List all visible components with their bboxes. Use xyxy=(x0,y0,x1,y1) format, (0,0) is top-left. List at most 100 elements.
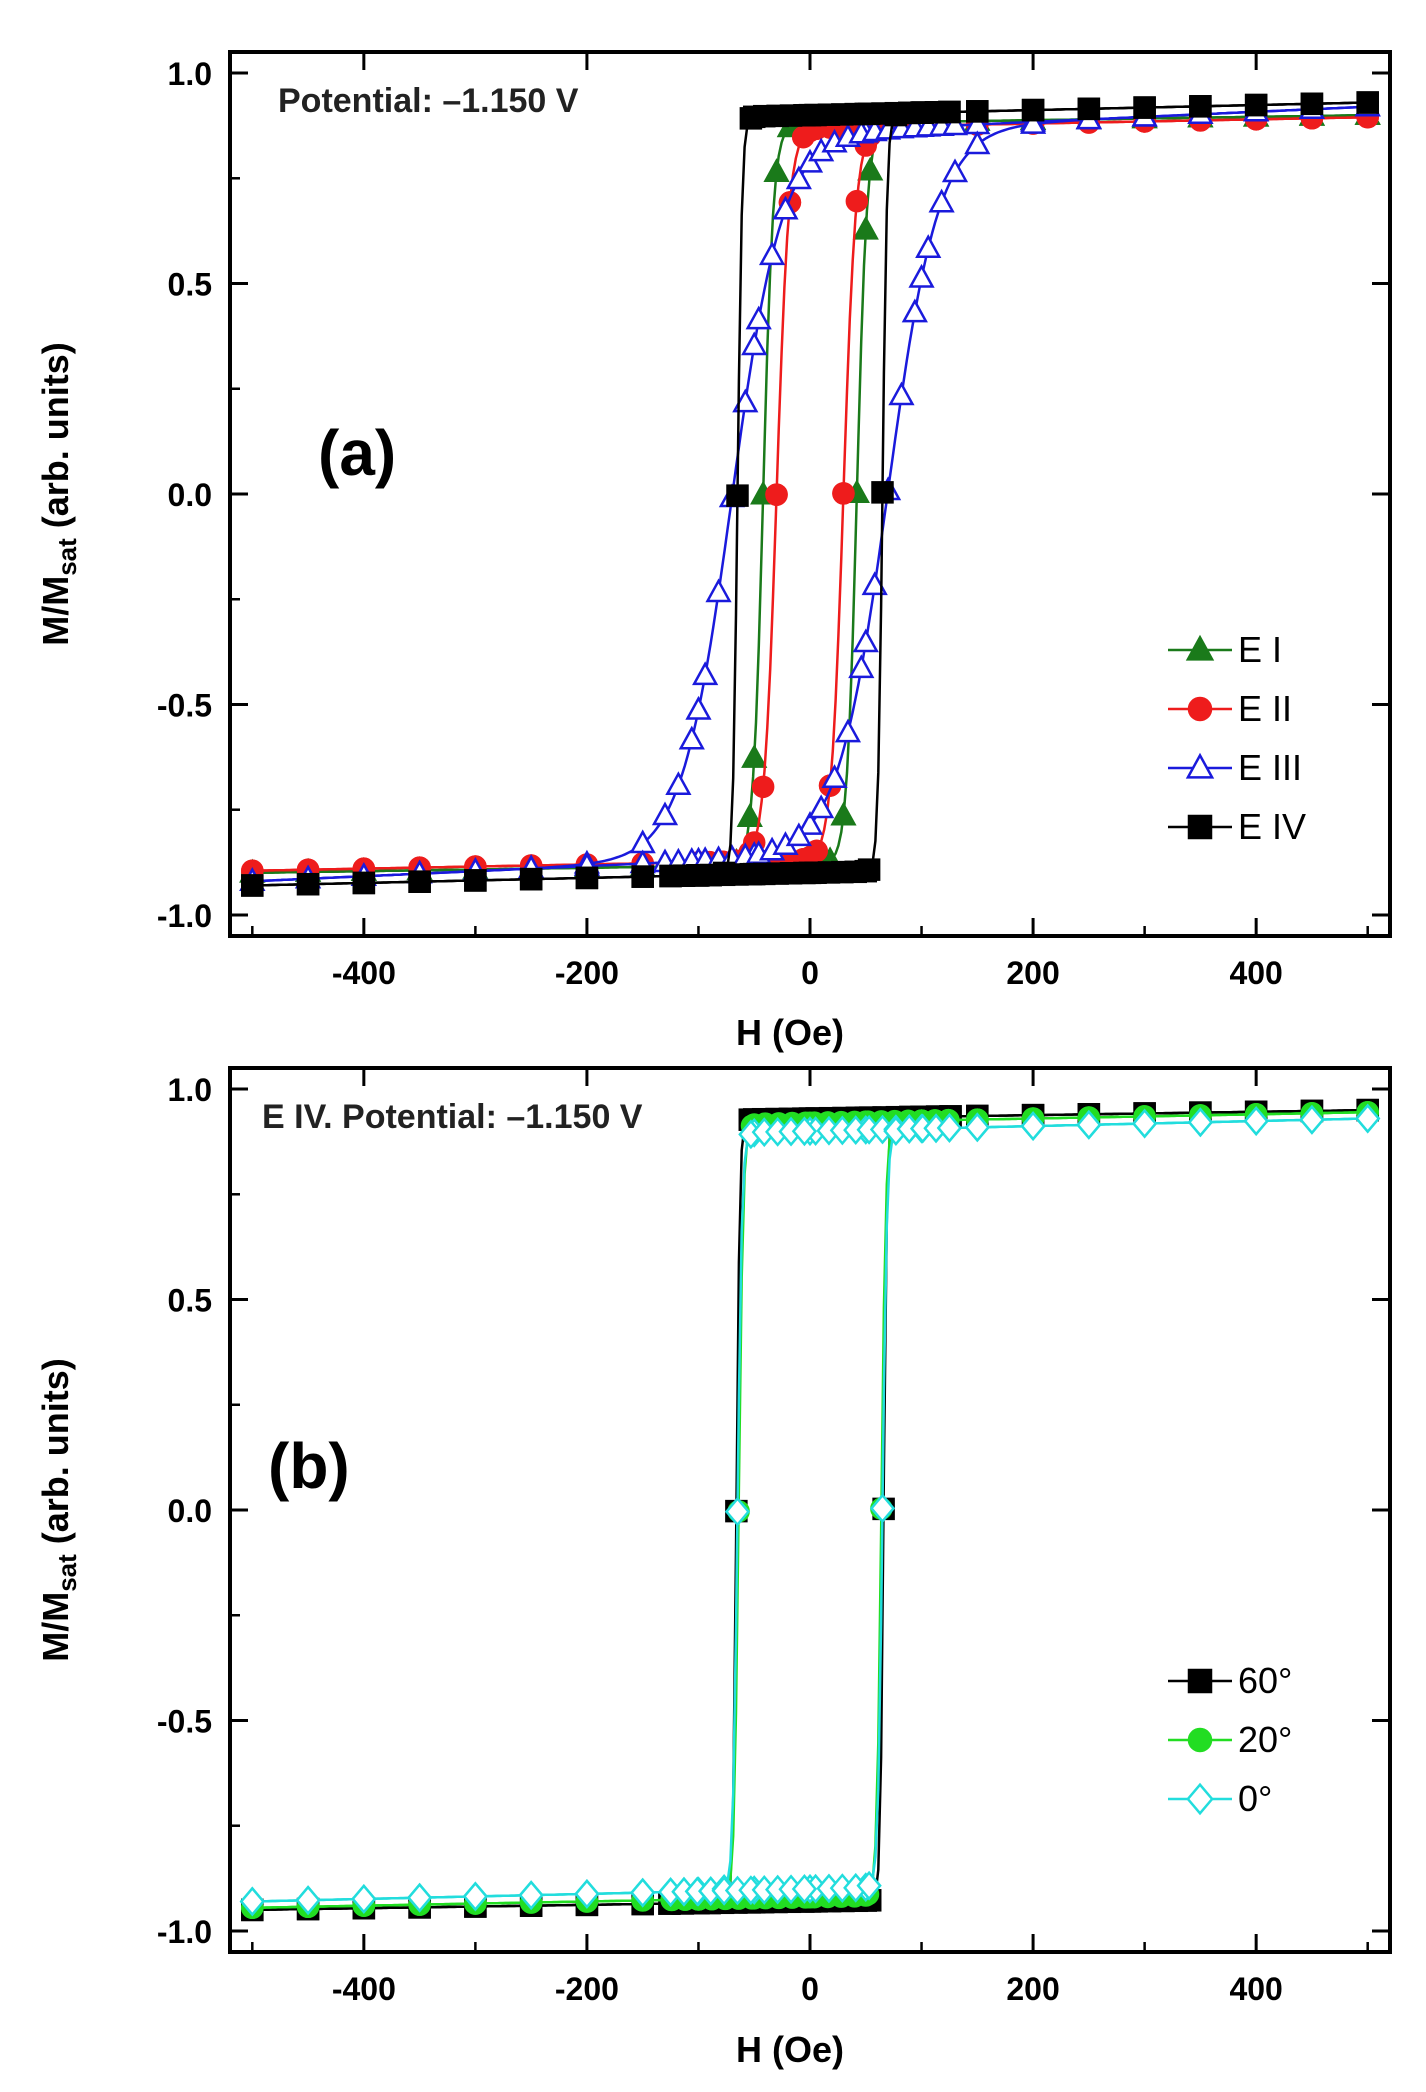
data-point xyxy=(574,1878,600,1909)
panel-label: (b) xyxy=(268,1430,350,1502)
data-point xyxy=(796,148,824,173)
panel-a: -400 -200 0 200 400 -1.0 -0.5 0.0 0.5 1.… xyxy=(35,50,1392,1053)
y-tick-label: -1.0 xyxy=(157,1914,212,1950)
data-point xyxy=(901,298,928,323)
series-2 xyxy=(239,1103,1381,1917)
data-point xyxy=(575,866,599,890)
data-point xyxy=(1021,98,1045,122)
data-point xyxy=(869,1493,896,1524)
series-line xyxy=(241,1117,1379,1903)
x-axis-title: H (Oe) xyxy=(736,1012,844,1053)
series-1 xyxy=(241,105,1379,883)
panel-a-curves xyxy=(239,91,1381,897)
x-tick-label: 0 xyxy=(801,955,819,991)
y-axis-title: M/Msat (arb. units) xyxy=(35,342,82,646)
data-point xyxy=(1076,1109,1102,1140)
data-point xyxy=(519,867,543,891)
data-point xyxy=(908,263,935,288)
data-point xyxy=(630,1877,656,1908)
y-tick-label: 0.0 xyxy=(168,1493,212,1529)
x-tick-label: 200 xyxy=(1006,1971,1059,2007)
panel-b-y-tick-labels: -1.0 -0.5 0.0 0.5 1.0 xyxy=(157,1072,212,1950)
legend-marker xyxy=(1185,752,1215,779)
x-tick-label: -400 xyxy=(332,955,396,991)
legend-marker xyxy=(1185,634,1215,661)
legend-label: E IV xyxy=(1238,806,1306,847)
legend-marker xyxy=(1187,1727,1213,1753)
data-point xyxy=(1355,1103,1381,1134)
y-axis-title-sub: sat xyxy=(52,1554,82,1592)
data-point xyxy=(830,801,857,826)
series-line xyxy=(241,113,1379,875)
y-axis-title-tail: (arb. units) xyxy=(35,342,76,538)
data-point xyxy=(791,1116,818,1147)
data-point xyxy=(241,874,264,897)
data-point xyxy=(832,482,855,505)
data-point xyxy=(964,130,991,155)
data-point xyxy=(821,764,848,788)
x-tick-label: 400 xyxy=(1229,1971,1282,2007)
data-point xyxy=(685,695,712,720)
data-point xyxy=(1244,93,1268,117)
y-tick-label: 1.0 xyxy=(168,56,212,92)
series-line xyxy=(241,1117,1379,1903)
data-point xyxy=(464,869,487,892)
data-point xyxy=(678,725,705,750)
data-point xyxy=(1131,1108,1158,1139)
data-point xyxy=(938,100,961,124)
series-line xyxy=(241,115,1379,873)
series-line xyxy=(241,1110,1379,1910)
panel-b-legend: 60° 20° 0° xyxy=(1168,1660,1292,1819)
panel-b-x-tick-labels: -400 -200 0 200 400 xyxy=(332,1971,1283,2007)
legend-label: 0° xyxy=(1238,1778,1272,1819)
x-tick-label: 200 xyxy=(1006,955,1059,991)
data-point xyxy=(406,1882,433,1913)
data-point xyxy=(845,189,869,213)
panel-b: -400 -200 0 200 400 -1.0 -0.5 0.0 0.5 1.… xyxy=(35,1066,1392,2070)
data-point xyxy=(518,1880,544,1911)
data-point xyxy=(1299,1104,1325,1135)
data-point xyxy=(665,771,692,796)
panel-b-curves xyxy=(239,1098,1381,1922)
legend-marker xyxy=(1186,1782,1214,1816)
series-line xyxy=(241,104,1379,884)
data-point xyxy=(745,305,772,330)
data-point xyxy=(1187,1107,1214,1138)
panel-a-ticks xyxy=(230,52,1390,936)
data-point xyxy=(793,104,816,127)
data-point xyxy=(1019,110,1047,134)
data-point xyxy=(765,483,788,506)
series-line xyxy=(241,1110,1379,1910)
data-point xyxy=(631,865,654,888)
data-point xyxy=(408,870,431,893)
data-point xyxy=(1133,96,1156,119)
y-axis-title-main: M/M xyxy=(35,576,76,646)
data-point xyxy=(1356,91,1379,114)
legend-label: E II xyxy=(1238,688,1292,729)
data-point xyxy=(941,111,969,136)
data-point xyxy=(705,578,732,603)
legend-marker xyxy=(1187,1668,1213,1694)
data-point xyxy=(692,661,719,686)
data-point xyxy=(936,1113,963,1143)
data-point xyxy=(888,381,915,406)
panel-label: (a) xyxy=(318,417,396,489)
y-axis-title-main: M/M xyxy=(35,1592,76,1662)
data-point xyxy=(758,241,786,266)
data-point xyxy=(848,654,875,679)
data-point xyxy=(351,1884,377,1914)
data-point xyxy=(871,481,894,504)
x-tick-label: 400 xyxy=(1229,955,1282,991)
series-line xyxy=(241,104,1379,884)
x-tick-label: -200 xyxy=(555,955,619,991)
y-tick-label: 1.0 xyxy=(168,1072,212,1108)
data-point xyxy=(856,1870,882,1901)
chart-annotation: Potential: –1.150 V xyxy=(278,82,579,120)
data-point xyxy=(462,1881,489,1912)
data-point xyxy=(966,100,989,123)
data-point xyxy=(763,158,790,182)
panel-a-y-tick-labels: -1.0 -0.5 0.0 0.5 1.0 xyxy=(157,56,212,934)
legend-label: E III xyxy=(1238,747,1302,788)
data-point xyxy=(857,156,884,181)
